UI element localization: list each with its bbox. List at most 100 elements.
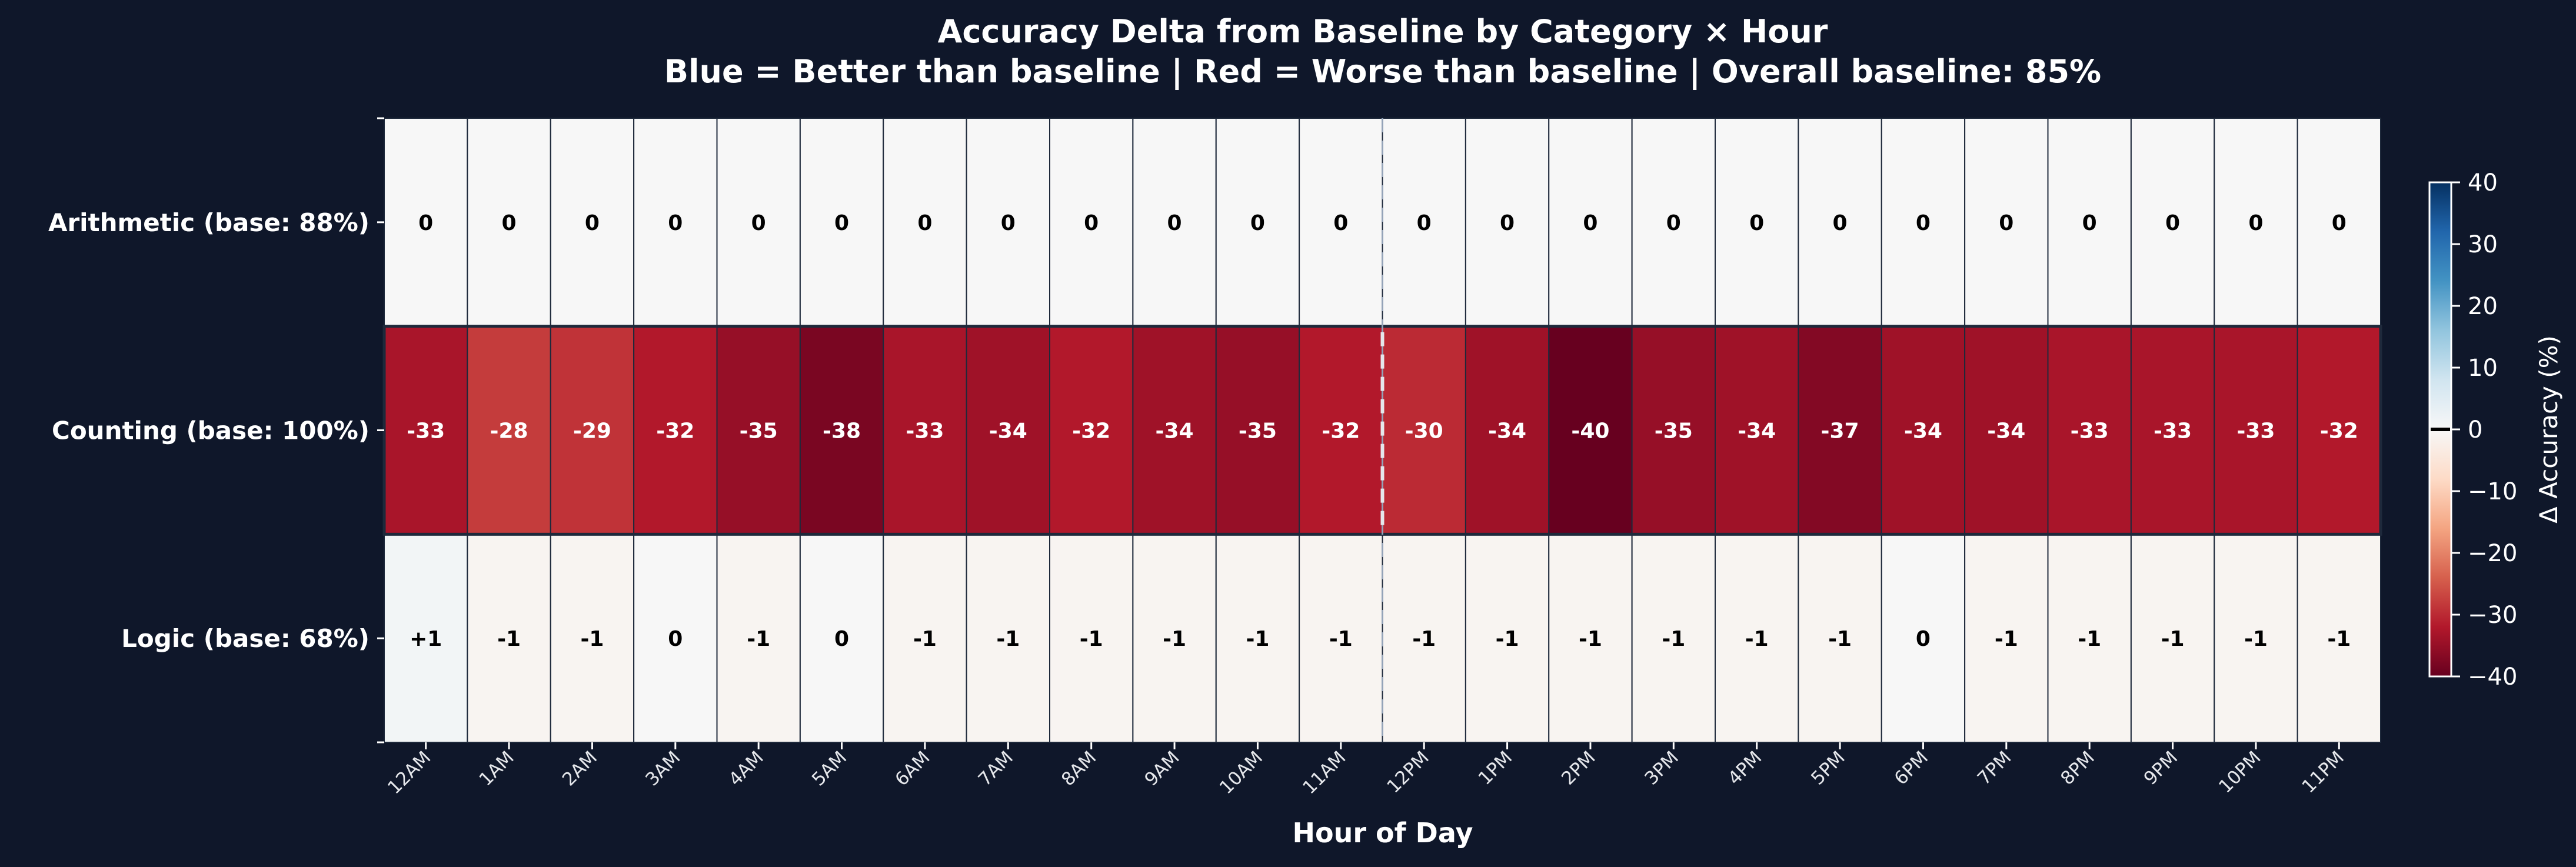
cell-value-label: -1 [1080,627,1103,651]
cell-value-label: 0 [1500,211,1515,235]
cell-value-label: 0 [2082,211,2097,235]
colorbar-tick-label: 30 [2468,231,2498,258]
heatmap-cell [384,325,468,535]
cell-value-label: -34 [1488,419,1526,443]
cell-value-label: -1 [1828,627,1852,651]
colorbar-label: Δ Accuracy (%) [2534,335,2563,523]
cell-value-label: 0 [1250,211,1265,235]
cell-value-label: 0 [1001,211,1016,235]
heatmap-cell [1548,118,1633,327]
heatmap-cell [467,118,551,327]
cell-value-label: -33 [407,419,445,443]
heatmap-cell [1881,118,1966,327]
cell-value-label: 0 [418,211,433,235]
colorbar-tick-label: −30 [2468,602,2517,629]
heatmap-cell [2214,118,2298,327]
colorbar-tick-label: 10 [2468,355,2498,382]
heatmap-cell [2214,325,2298,535]
heatmap-cell [1049,118,1134,327]
cell-value-label: -33 [2236,419,2275,443]
heatmap-cell [1964,533,2049,743]
cell-value-label: -34 [1904,419,1942,443]
cell-value-label: 0 [1084,211,1099,235]
cell-value-label: -1 [1745,627,1769,651]
cell-value-label: -1 [2078,627,2101,651]
cell-value-label: -1 [1579,627,1602,651]
cell-value-label: -1 [1995,627,2018,651]
heatmap-cell [966,533,1050,743]
cell-value-label: -1 [1496,627,1519,651]
heatmap-cell [1132,118,1217,327]
heatmap-cell [1631,118,1716,327]
heatmap-cell [799,533,884,743]
cell-value-label: -1 [747,627,770,651]
heatmap-cell [1299,533,1383,743]
y-axis-labels: Arithmetic (base: 88%) Counting (base: 10… [48,117,384,743]
cell-value-label: -33 [2071,419,2109,443]
heatmap-cell [1132,325,1217,535]
heatmap-cell [966,118,1050,327]
cell-value-label: 0 [834,627,849,651]
cell-value-label: -1 [580,627,604,651]
cell-value-label: -1 [1662,627,1685,651]
cell-value-label: 0 [751,211,766,235]
cell-value-label: -34 [1738,419,1776,443]
cell-value-label: -34 [1987,419,2025,443]
cell-value-label: -35 [1655,419,1693,443]
heatmap-cell [1798,118,1882,327]
cell-value-label: 0 [2165,211,2180,235]
cell-value-label: -32 [1322,419,1360,443]
colorbar-tick-label: −20 [2468,540,2517,567]
heatmap-cell [1798,325,1882,535]
heatmap-cell [467,533,551,743]
cell-value-label: -32 [2320,419,2358,443]
x-axis-label: Hour of Day [1293,817,1473,849]
cell-value-label: -33 [2154,419,2192,443]
heatmap-cell [716,533,801,743]
cell-value-label: 0 [1333,211,1348,235]
colorbar-tick-label: 20 [2468,293,2498,320]
cell-value-label: -1 [1163,627,1186,651]
cell-value-label: 0 [1749,211,1764,235]
heatmap-cell [1548,325,1633,535]
cell-value-label: 0 [1417,211,1432,235]
heatmap-cell [2297,533,2381,743]
heatmap-cell [1715,118,1799,327]
heatmap-cell [1881,533,1966,743]
heatmap-cells: 0 0 0 0 0 0 0 0 0 0 0 0 0 0 0 0 0 0 0 0 0 0 0 0 -33 -28 -29 -32 -35 -… [382,118,2382,743]
heatmap-cell [2297,325,2381,535]
chart-title: Accuracy Delta from Baseline by Category… [938,13,1828,50]
y-tick-label: Arithmetic (base: 88%) [48,208,370,237]
heatmap-cell [1465,533,1550,743]
cell-value-label: 0 [1833,211,1848,235]
heatmap-cell [883,118,967,327]
cell-value-label: 0 [834,211,849,235]
cell-value-label: +1 [410,627,442,651]
cell-value-label: 0 [1583,211,1597,235]
heatmap-cell [1215,325,1300,535]
heatmap-cell [1715,325,1799,535]
cell-value-label: 0 [502,211,517,235]
cell-value-label: 0 [668,211,683,235]
cell-value-label: -29 [573,419,611,443]
cell-value-label: -1 [996,627,1020,651]
colorbar: 40 30 20 10 0 −10 −20 −30 −40 [2428,169,2517,691]
cell-value-label: -1 [1246,627,1269,651]
cell-value-label: -1 [2161,627,2185,651]
cell-value-label: 0 [668,627,683,651]
cell-value-label: -1 [2244,627,2268,651]
cell-value-label: 0 [2248,211,2263,235]
heatmap-cell [2130,325,2215,535]
cell-value-label: 0 [1999,211,2013,235]
heatmap-cell [2047,533,2132,743]
cell-value-label: -34 [1156,419,1194,443]
cell-value-label: -33 [906,419,944,443]
cell-value-label: -37 [1821,419,1859,443]
cell-value-label: -1 [913,627,937,651]
cell-value-label: -38 [823,419,861,443]
cell-value-label: 0 [585,211,600,235]
heatmap-cell [633,118,718,327]
heatmap-cell [1382,118,1466,327]
heatmap-cell [1049,325,1134,535]
